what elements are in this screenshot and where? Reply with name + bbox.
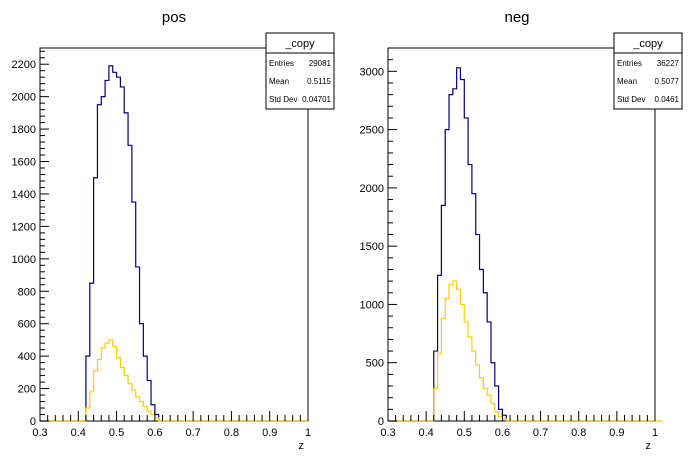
y-tick-label: 800 [18, 286, 36, 298]
y-tick-label: 2000 [360, 183, 384, 195]
stats-row-value: 0.5077 [655, 77, 680, 86]
chart-title: pos [162, 9, 186, 26]
x-tick-label: 0.9 [262, 427, 277, 439]
x-tick-label: 1 [652, 427, 658, 439]
y-tick-label: 500 [366, 358, 384, 370]
y-tick-label: 200 [18, 384, 36, 396]
x-tick-label: 0.3 [380, 427, 395, 439]
stats-row-value: 0.04701 [302, 95, 331, 104]
y-tick-label: 2000 [12, 92, 36, 104]
y-tick-label: 2500 [360, 125, 384, 137]
pos-histogram-panel: pos 0.3 0.4 0.5 0.6 0.7 0.8 0.9 1 0 200 400 600 800 10… [12, 9, 335, 452]
stats-row-value: 0.5115 [307, 77, 331, 86]
chart-title: neg [504, 9, 529, 26]
stats-row-label: Entries [269, 59, 294, 68]
y-tick-label: 2200 [12, 59, 36, 71]
x-tick-label: 0.6 [495, 427, 510, 439]
stats-box [613, 32, 683, 110]
series-1-histogram-line [40, 339, 308, 422]
y-tick-label: 1000 [12, 254, 36, 266]
series-0-histogram-line [388, 67, 655, 422]
stats-row-label: Mean [617, 77, 637, 86]
x-tick-label: 0.4 [418, 427, 433, 439]
x-tick-label: 0.8 [571, 427, 586, 439]
y-tick-label: 1800 [12, 124, 36, 136]
series-0-histogram-line [40, 65, 308, 422]
y-tick-label: 1000 [360, 299, 384, 311]
x-tick-label: 0.4 [71, 427, 86, 439]
y-tick-label: 0 [30, 416, 36, 428]
stats-row-label: Entries [617, 59, 642, 68]
x-tick-label: 0.5 [457, 427, 472, 439]
stats-row-label: Std Dev [269, 95, 297, 104]
stats-box [265, 32, 335, 110]
x-tick-label: 0.6 [147, 427, 162, 439]
x-tick-label: 0.5 [109, 427, 124, 439]
series-1-histogram-line [388, 280, 663, 422]
y-tick-label: 1600 [12, 157, 36, 169]
stats-title: _copy [632, 38, 663, 50]
x-tick-label: 1 [305, 427, 311, 439]
x-axis-label: z [646, 440, 652, 452]
stats-row-label: Std Dev [617, 95, 645, 104]
y-tick-label: 0 [378, 416, 384, 428]
stats-title: _copy [284, 38, 315, 50]
stats-row-value: 0.0461 [655, 95, 680, 104]
x-tick-label: 0.9 [609, 427, 624, 439]
y-tick-label: 600 [18, 319, 36, 331]
stats-row-label: Mean [269, 77, 289, 86]
stats-row-value: 29081 [309, 59, 332, 68]
x-tick-label: 0.8 [224, 427, 239, 439]
y-tick-label: 3000 [360, 66, 384, 78]
y-tick-label: 1200 [12, 221, 36, 233]
y-tick-label: 400 [18, 351, 36, 363]
x-tick-label: 0.7 [533, 427, 548, 439]
x-axis-label: z [299, 440, 305, 452]
y-tick-label: 1500 [360, 241, 384, 253]
x-tick-label: 0.7 [185, 427, 200, 439]
stats-row-value: 36227 [657, 59, 680, 68]
neg-histogram-panel: neg 0.3 0.4 0.5 0.6 0.7 0.8 0.9 1 0 500 1000 1500 200… [360, 9, 683, 452]
x-tick-label: 0.3 [32, 427, 47, 439]
y-tick-label: 1400 [12, 189, 36, 201]
